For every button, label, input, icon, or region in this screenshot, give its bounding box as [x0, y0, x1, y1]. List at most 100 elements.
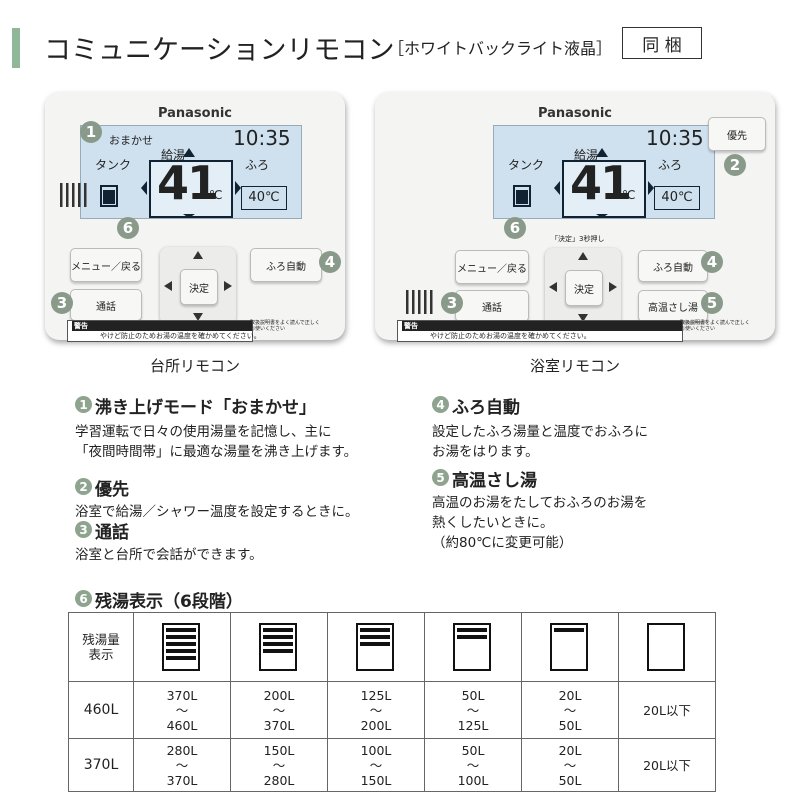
feature-title: ふろ自動 [452, 398, 520, 418]
table-title: 残湯表示（6段階） [95, 592, 243, 612]
feature-text: 「夜間時間帯」に最適な湯量を沸き上げます。 [75, 444, 358, 460]
table-row: 残湯量 表示 [68, 612, 716, 682]
speaker [406, 290, 433, 314]
table-row: 370L 280L ～ 370L 150L ～ 280L 100L ～ 150L 50L… [68, 738, 716, 792]
speaker [60, 183, 87, 207]
warning-label: 警告 [72, 321, 252, 331]
level-table: 残湯量 表示 460L 370L ～ 460L 200L ～ 370L 125L ～ 2… [68, 612, 716, 792]
marker: 4 [701, 251, 723, 273]
table-cell: 50L ～ 100L [424, 738, 522, 792]
table-cell [133, 612, 231, 682]
lcd-hot-water-label: 給湯 [161, 148, 186, 162]
remote-button: 決定 [565, 270, 603, 306]
table-number: 6 [75, 590, 92, 607]
level-icon [647, 623, 685, 671]
level-icon [162, 623, 200, 671]
marker: 5 [701, 292, 723, 314]
table-cell [521, 612, 619, 682]
lcd-icons [100, 148, 241, 218]
feature-title: 沸き上げモード「おまかせ」 [95, 398, 316, 418]
table-cell: 残湯量 表示 [68, 612, 134, 682]
lcd-bath-temp: 40℃ [241, 186, 287, 210]
lcd-icons [513, 148, 654, 218]
dpad: 決定 [545, 248, 621, 326]
lcd-temp: 41 [570, 156, 632, 210]
table-cell: 125L ～ 200L [327, 681, 425, 739]
level-icon [356, 623, 394, 671]
lcd-temp-box: 41 ℃ [149, 156, 233, 218]
remote-button: ふろ自動 [250, 248, 322, 282]
lcd-temp-unit: ℃ [209, 188, 223, 202]
warning-text: やけど防止のためお湯の温度を確かめてください。 [430, 332, 591, 340]
lcd-hot-water-label: 給湯 [574, 148, 599, 162]
marker: 3 [51, 292, 73, 314]
warning-strip: 警告 やけど防止のためお湯の温度を確かめてください。 [67, 320, 261, 342]
remote-button: ふろ自動 [638, 250, 708, 282]
feature-number: 2 [75, 478, 92, 495]
remote-button: メニュー／戻る [455, 250, 529, 284]
brand: Panasonic [537, 106, 613, 121]
table-cell: 50L ～ 125L [424, 681, 522, 739]
table-cell: 20L以下 [618, 738, 716, 792]
marker: 4 [319, 251, 341, 273]
marker: 3 [441, 292, 463, 314]
table-cell: 20L ～ 50L [521, 738, 619, 792]
lcd-screen: 10:35 タンク 給湯 ふろ 41 ℃ 40℃ [493, 125, 715, 219]
lcd-tank-label: タンク [508, 158, 545, 172]
feature-number: 5 [432, 469, 449, 486]
lcd-temp: 41 [157, 156, 219, 210]
brand: Panasonic [157, 106, 233, 121]
warning-strip: 警告 やけど防止のためお湯の温度を確かめてください。 [397, 320, 683, 342]
lcd-bath-label: ふろ [658, 158, 683, 172]
table-cell: 200L ～ 370L [230, 681, 328, 739]
warning-note: 取扱説明書をよく読んで正しくお使いください [680, 320, 750, 332]
header-bar [12, 28, 20, 68]
warning-label: 警告 [402, 321, 682, 331]
dpad-arrows [164, 251, 232, 321]
lcd-temp-box: 41 ℃ [562, 156, 646, 218]
lcd-screen: おまかせ 10:35 タンク 給湯 ふろ 41 ℃ 40℃ [80, 125, 302, 219]
table-cell [230, 612, 328, 682]
badge: 同 梱 [622, 27, 702, 59]
table-cell: 100L ～ 150L [327, 738, 425, 792]
warning-note: 取扱説明書をよく読んで正しくお使いください [250, 320, 320, 332]
feature-title: 高温さし湯 [452, 471, 537, 491]
table-cell: 370L ～ 460L [133, 681, 231, 739]
feature-title: 通話 [95, 523, 129, 543]
table-row: 460L 370L ～ 460L 200L ～ 370L 125L ～ 200L 50L… [68, 681, 716, 739]
table-cell: 20L ～ 50L [521, 681, 619, 739]
remote-button: 通話 [70, 289, 142, 321]
marker: 1 [80, 121, 102, 143]
table-cell [424, 612, 522, 682]
table-cell: 280L ～ 370L [133, 738, 231, 792]
feature-number: 3 [75, 521, 92, 538]
marker: 6 [504, 217, 526, 239]
table-cell: 370L [68, 738, 134, 792]
remote-button: 決定 [180, 269, 218, 305]
level-icon [550, 623, 588, 671]
remote-button: メニュー／戻る [70, 248, 142, 282]
warning-text: やけど防止のためお湯の温度を確かめてください。 [100, 332, 261, 340]
dpad-arrows [549, 252, 617, 322]
remote-button: 高温さし湯 [638, 290, 708, 322]
lcd-mode: おまかせ [109, 134, 153, 147]
table-cell [618, 612, 716, 682]
lcd-tank-label: タンク [95, 158, 132, 172]
feature-text: 浴室と台所で会話ができます。 [75, 547, 263, 563]
feature-text: 熱くしたいときに。 [432, 515, 554, 531]
feature-text: 学習運転で日々の使用湯量を記憶し、主に [75, 424, 332, 440]
remote-caption: 浴室リモコン [529, 357, 620, 375]
hint: 「決定」3秒押し [551, 235, 605, 243]
feature-number: 1 [75, 396, 92, 413]
subtitle: ［ホワイトバックライト液晶］ [388, 39, 613, 58]
remote-button: 優先 [708, 117, 766, 151]
lcd-bath-label: ふろ [245, 158, 270, 172]
marker: 6 [117, 217, 139, 239]
dpad: 決定 [160, 247, 236, 325]
title: コミュニケーションリモコン [44, 35, 395, 66]
lcd-temp-unit: ℃ [622, 188, 636, 202]
marker: 2 [724, 154, 746, 176]
level-icon [259, 623, 297, 671]
table-cell: 20L以下 [618, 681, 716, 739]
